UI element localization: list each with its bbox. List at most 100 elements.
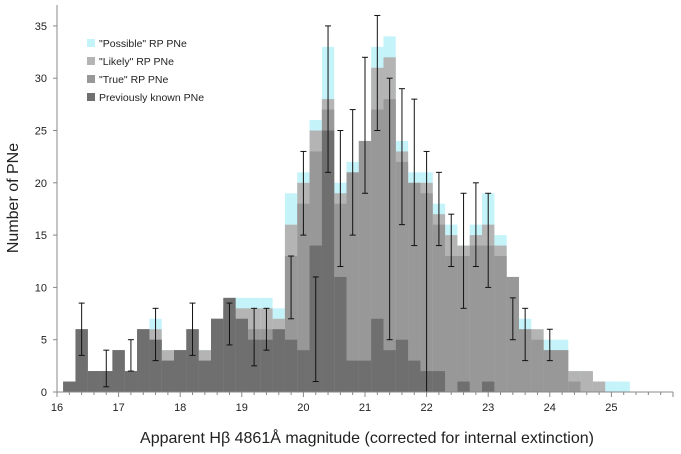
error-bar-23	[472, 182, 479, 267]
bar-s1-43	[592, 381, 606, 392]
bar-s3-25	[371, 318, 384, 392]
bar-s3-21	[321, 130, 335, 392]
y-tick-label-6: 30	[35, 73, 47, 85]
y-tick-label-5: 25	[35, 126, 47, 138]
y-tick-label-3: 15	[35, 230, 47, 242]
x-axis-label: Apparent Hβ 4861Å magnitude (corrected f…	[140, 428, 594, 447]
bar-s3-22	[334, 276, 347, 392]
error-bar-0	[78, 302, 85, 356]
error-bar-8	[288, 255, 295, 320]
legend-swatch-0	[87, 39, 95, 47]
bar-s3-34	[482, 381, 495, 392]
bar-s3-2	[87, 371, 101, 392]
bar-s0-45	[617, 381, 630, 392]
y-tick-label-7: 35	[35, 21, 47, 33]
bar-s3-32	[457, 381, 470, 392]
bar-s2-35	[494, 256, 507, 392]
bar-s3-23	[346, 360, 359, 392]
error-bar-4	[189, 302, 196, 356]
bar-s3-14	[235, 318, 248, 392]
error-bar-13	[349, 109, 356, 236]
bar-s3-16	[260, 339, 273, 392]
error-bar-24	[485, 192, 492, 288]
error-bar-2	[127, 339, 134, 372]
bar-s3-8	[161, 360, 175, 392]
x-tick-label-3: 19	[236, 402, 248, 414]
bar-s3-5	[124, 371, 138, 392]
series-3	[63, 130, 495, 392]
x-tick-label-0: 16	[51, 402, 63, 414]
error-bars-layer	[78, 14, 553, 393]
error-bar-20	[435, 171, 442, 247]
error-bar-14	[362, 56, 368, 194]
bar-s2-40	[555, 350, 569, 392]
bar-s3-9	[174, 350, 187, 392]
x-tick-label-4: 20	[297, 402, 309, 414]
legend: "Possible" RP PNe "Likely" RP PNe "True" R…	[87, 38, 204, 104]
y-tick-label-1: 5	[41, 335, 47, 347]
bar-s2-32	[457, 256, 470, 392]
error-bar-21	[448, 213, 455, 267]
bar-s3-27	[395, 339, 409, 392]
legend-swatch-3	[87, 93, 95, 101]
bar-s2-34	[482, 245, 495, 392]
error-bar-27	[546, 328, 553, 362]
error-bar-22	[460, 192, 467, 309]
x-tick-label-2: 18	[174, 402, 186, 414]
error-bar-9	[300, 150, 307, 236]
error-bar-15	[374, 14, 381, 132]
bar-s3-7	[149, 339, 162, 392]
bar-s2-38	[531, 339, 544, 392]
bar-s3-18	[284, 339, 298, 392]
x-tick-label-9: 25	[605, 402, 617, 414]
bars-layer	[63, 36, 630, 393]
bar-s2-30	[432, 224, 446, 392]
error-bar-25	[509, 297, 516, 341]
bar-s1-42	[580, 371, 593, 392]
y-tick-label-4: 20	[35, 178, 47, 190]
ticks-layer: 16 17 18 19 20 21 22 23 24 25 0 5 10 15 20 25 30 35	[35, 21, 674, 414]
x-tick-label-6: 22	[420, 402, 432, 414]
bar-s3-19	[297, 350, 310, 392]
bar-s3-28	[408, 360, 421, 392]
legend-label-0: "Possible" RP PNe	[99, 38, 187, 50]
bar-s3-17	[272, 329, 285, 392]
y-tick-label-2: 10	[35, 282, 47, 294]
bar-s3-26	[383, 350, 396, 392]
bar-s2-27	[395, 161, 409, 392]
x-tick-label-5: 21	[359, 402, 371, 414]
bar-s2-33	[469, 245, 483, 392]
bar-s3-11	[198, 360, 211, 392]
x-tick-label-7: 23	[482, 402, 494, 414]
bar-s3-12	[211, 318, 224, 392]
error-bar-17	[398, 88, 405, 226]
legend-label-2: "True" RP PNe	[99, 74, 168, 86]
error-bar-11	[325, 25, 332, 173]
error-bar-3	[152, 307, 159, 362]
error-bar-18	[411, 98, 418, 247]
bar-s0-44	[605, 381, 618, 392]
error-bar-6	[251, 307, 258, 367]
error-bar-16	[386, 77, 393, 341]
legend-label-1: "Likely" RP PNe	[99, 56, 174, 68]
bar-s2-28	[408, 182, 421, 392]
bar-s2-39	[543, 350, 556, 392]
error-bar-5	[226, 302, 233, 346]
x-tick-label-8: 24	[544, 402, 556, 414]
bar-s2-41	[568, 381, 581, 392]
bar-s3-0	[63, 381, 76, 392]
bar-s3-1	[75, 329, 88, 392]
bar-s3-4	[112, 350, 125, 392]
bar-s2-24	[358, 140, 372, 392]
bar-s2-19	[297, 203, 310, 392]
bar-s3-30	[432, 371, 446, 392]
error-bar-26	[522, 307, 529, 362]
error-bar-7	[263, 307, 270, 351]
legend-label-3: Previously known PNe	[99, 92, 204, 104]
legend-swatch-2	[87, 75, 95, 83]
y-axis-label: Number of PNe	[5, 143, 22, 253]
error-bar-1	[103, 349, 110, 388]
bar-s3-6	[137, 329, 150, 392]
